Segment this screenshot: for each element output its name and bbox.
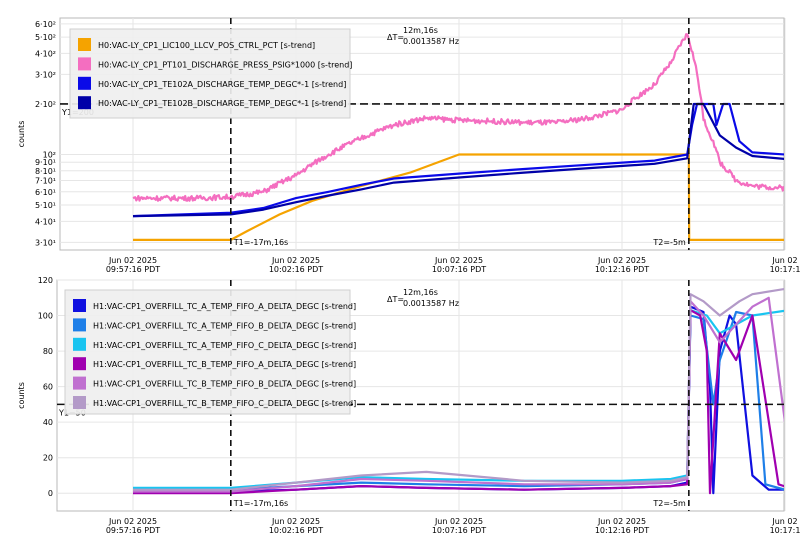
delta-t-label: ΔT= (387, 295, 404, 304)
x-tick-time: 10:02:16 PDT (269, 265, 323, 274)
legend-swatch (73, 357, 86, 371)
x-tick-time: 10:17:1 (770, 526, 801, 535)
legend-swatch (78, 57, 91, 71)
legend-swatch (73, 396, 86, 409)
x-tick-time: 10:07:16 PDT (432, 265, 486, 274)
legend-entry: H1:VAC-CP1_OVERFILL_TC_B_TEMP_FIFO_B_DEL… (93, 380, 356, 389)
plot-frame (59, 17, 785, 251)
y-tick-label: 4·10¹ (35, 217, 56, 226)
legend-entry: H1:VAC-CP1_OVERFILL_TC_B_TEMP_FIFO_C_DEL… (93, 399, 356, 408)
y-tick-label: 2·10² (35, 100, 56, 109)
y-tick-label: 5·10¹ (35, 201, 56, 210)
legend-swatch (73, 376, 86, 390)
cursor-t2-label: T2=-5m (652, 499, 686, 508)
x-tick-date: Jun 02 2025 (108, 517, 157, 526)
series-line-5 (133, 296, 784, 493)
y-tick-label: 20 (43, 454, 53, 463)
y-tick-label: 120 (38, 276, 53, 285)
legend-swatch (73, 299, 86, 312)
legend-entry: H1:VAC-CP1_OVERFILL_TC_B_TEMP_FIFO_A_DEL… (93, 360, 356, 369)
legend-entry: H0:VAC-LY_CP1_PT101_DISCHARGE_PRESS_PSIG… (98, 60, 352, 69)
x-tick-time: 10:12:16 PDT (595, 526, 649, 535)
legend-entry: H0:VAC-LY_CP1_TE102B_DISCHARGE_TEMP_DEGC… (98, 99, 346, 108)
series-line-2 (132, 33, 784, 202)
x-tick-date: Jun 02 (771, 256, 797, 265)
x-tick-date: Jun 02 2025 (434, 256, 483, 265)
series-line-3 (132, 102, 784, 218)
legend-entry: H1:VAC-CP1_OVERFILL_TC_A_TEMP_FIFO_A_DEL… (93, 302, 356, 311)
legend-swatch (78, 38, 91, 51)
x-tick-date: Jun 02 2025 (597, 256, 646, 265)
y-tick-label: 3·10² (35, 70, 56, 79)
delta-t-value: 12m,16s (403, 288, 438, 297)
x-tick-time: 09:57:16 PDT (106, 526, 160, 535)
y-tick-label: 9·10¹ (35, 158, 56, 167)
legend-swatch (73, 337, 86, 351)
x-tick-date: Jun 02 2025 (434, 517, 483, 526)
series-line-1 (133, 153, 784, 241)
legend-entry: H1:VAC-CP1_OVERFILL_TC_A_TEMP_FIFO_C_DEL… (93, 341, 356, 350)
legend: H1:VAC-CP1_OVERFILL_TC_A_TEMP_FIFO_A_DEL… (64, 289, 356, 415)
legend-swatch (78, 76, 91, 90)
y-axis-label: counts (17, 121, 26, 148)
y-tick-label: 7·10¹ (35, 177, 56, 186)
x-tick-date: Jun 02 2025 (271, 517, 320, 526)
x-tick-date: Jun 02 2025 (597, 517, 646, 526)
x-tick-date: Jun 02 2025 (108, 256, 157, 265)
legend-swatch (73, 318, 86, 332)
legend: H0:VAC-LY_CP1_LIC100_LLCV_POS_CTRL_PCT [… (69, 28, 352, 119)
x-tick-date: Jun 02 (771, 517, 797, 526)
y-tick-label: 4·10² (35, 49, 56, 58)
y-tick-label: 40 (43, 418, 53, 427)
delta-t-frequency: 0.0013587 Hz (403, 299, 459, 308)
cursor-t1-label: T1=-17m,16s (233, 238, 288, 247)
legend-entry: H0:VAC-LY_CP1_LIC100_LLCV_POS_CTRL_PCT [… (98, 41, 315, 50)
y-tick-label: 60 (43, 383, 53, 392)
x-tick-time: 10:07:16 PDT (432, 526, 486, 535)
series-line-4 (132, 102, 784, 218)
x-tick-date: Jun 02 2025 (271, 256, 320, 265)
delta-t-frequency: 0.0013587 Hz (403, 37, 459, 46)
y-tick-label: 6·10² (35, 20, 56, 29)
delta-t-value: 12m,16s (403, 26, 438, 35)
y-tick-label: 0 (48, 489, 53, 498)
y-tick-label: 6·10¹ (35, 188, 56, 197)
cursor-t2-label: T2=-5m (652, 238, 686, 247)
y-tick-label: 5·10² (35, 33, 56, 42)
x-tick-time: 10:02:16 PDT (269, 526, 323, 535)
y-tick-label: 8·10¹ (35, 167, 56, 176)
x-tick-time: 10:17:1 (770, 265, 801, 274)
y-tick-label: 10² (43, 151, 56, 160)
series-group (132, 33, 784, 241)
legend-swatch (78, 96, 91, 110)
y-tick-label: 3·10¹ (35, 238, 56, 247)
delta-t-label: ΔT= (387, 33, 404, 42)
x-tick-time: 09:57:16 PDT (106, 265, 160, 274)
legend-box (64, 289, 351, 415)
y-tick-label: 80 (43, 347, 53, 356)
legend-entry: H1:VAC-CP1_OVERFILL_TC_A_TEMP_FIFO_B_DEL… (93, 321, 356, 330)
x-tick-time: 10:12:16 PDT (595, 265, 649, 274)
cursor-t1-label: T1=-17m,16s (233, 499, 288, 508)
legend-entry: H0:VAC-LY_CP1_TE102A_DISCHARGE_TEMP_DEGC… (98, 80, 346, 89)
legend-box (69, 28, 351, 119)
y-axis-label: counts (17, 382, 26, 409)
y-tick-label: 100 (38, 312, 53, 321)
